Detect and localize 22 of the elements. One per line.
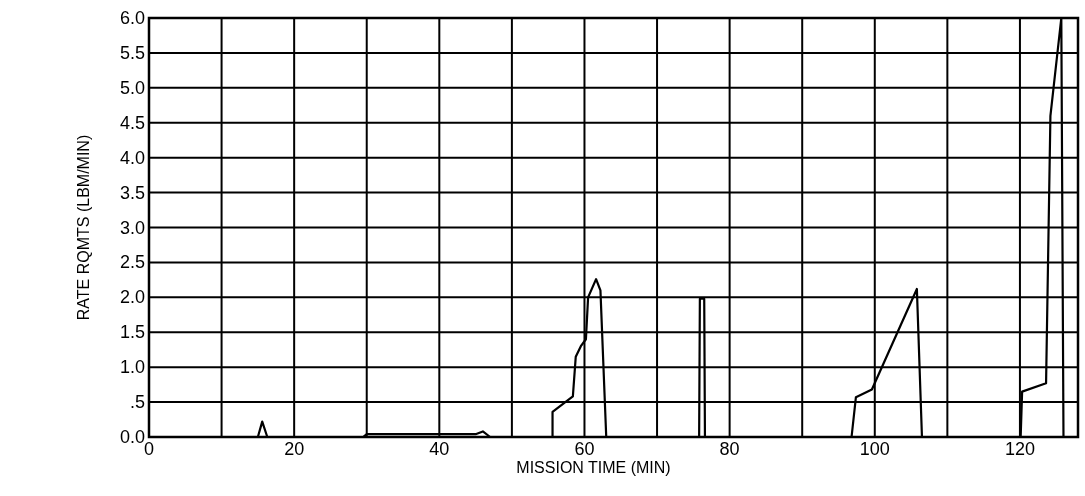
y-axis-title: RATE RQMTS (LBM/MIN) xyxy=(75,134,92,321)
y-tick-label: 3.5 xyxy=(119,182,145,203)
y-tick-label: 0.0 xyxy=(119,427,145,447)
x-tick-label: 120 xyxy=(1004,439,1035,459)
x-tick-label: 20 xyxy=(284,439,305,459)
y-tick-label: .5 xyxy=(129,392,145,413)
x-tick-label: 80 xyxy=(719,439,740,459)
x-axis-title: MISSION TIME (MIN) xyxy=(516,459,671,476)
y-tick-label: 2.0 xyxy=(119,287,145,308)
y-tick-label: 4.5 xyxy=(119,112,145,133)
y-tick-label: 5.0 xyxy=(119,77,145,98)
y-tick-label: 4.0 xyxy=(119,147,145,168)
y-tick-label: 1.5 xyxy=(119,322,145,343)
x-tick-label: 40 xyxy=(429,439,450,459)
y-tick-label: 6.0 xyxy=(119,8,145,28)
y-tick-label: 2.5 xyxy=(119,252,145,273)
x-tick-label: 60 xyxy=(574,439,595,459)
x-tick-label: 0 xyxy=(143,439,155,459)
y-tick-label: 5.5 xyxy=(119,42,145,63)
y-tick-label: 1.0 xyxy=(119,357,145,378)
x-tick-label: 100 xyxy=(859,439,890,459)
y-tick-label: 3.0 xyxy=(119,217,145,238)
